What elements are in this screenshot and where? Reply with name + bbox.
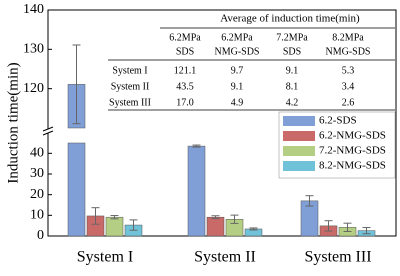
bar (67, 142, 86, 237)
table-cell: 3.4 (342, 81, 355, 92)
table-cell: 2.6 (342, 97, 355, 108)
legend-swatch (283, 161, 315, 171)
table-header: 8.2MPa (332, 32, 364, 43)
table-header: 7.2MPa (276, 32, 308, 43)
table-header: NMG-SDS (214, 46, 259, 57)
x-tick-label: System III (304, 249, 371, 266)
table-row-label: System I (112, 65, 147, 76)
y-tick-label: 10 (30, 208, 44, 223)
y-tick-label: 0 (37, 228, 44, 243)
table-header: NMG-SDS (325, 46, 370, 57)
table-cell: 4.2 (286, 97, 299, 108)
legend-label: 7.2-NMG-SDS (319, 145, 386, 157)
table-cell: 9.1 (286, 65, 299, 76)
table-row-label: System III (109, 97, 151, 108)
axis-break-mark (42, 126, 54, 132)
legend-swatch (283, 131, 315, 141)
table-header: SDS (176, 46, 194, 57)
y-tick-label: 20 (30, 187, 44, 202)
legend-label: 8.2-NMG-SDS (319, 160, 386, 172)
table-cell: 9.7 (231, 65, 244, 76)
table-cell: 43.5 (176, 81, 194, 92)
legend-swatch (283, 146, 315, 156)
table-cell: 4.9 (231, 97, 244, 108)
table-cell: 17.0 (176, 97, 194, 108)
axis-break-mark (42, 130, 54, 136)
table-title: Average of induction time(min) (220, 13, 360, 25)
bar (206, 216, 225, 237)
bar (105, 216, 124, 237)
axis-break-gap (43, 129, 53, 133)
legend-label: 6.2-SDS (319, 115, 357, 127)
table-cell: 8.1 (286, 81, 299, 92)
x-tick-label: System I (77, 249, 133, 266)
table-header: 6.2MPa (221, 32, 253, 43)
y-axis-label: Induction time(min) (5, 62, 21, 183)
table-cell: 121.1 (174, 65, 197, 76)
x-tick-label: System II (194, 249, 256, 266)
y-tick-label: 40 (30, 146, 44, 161)
y-tick-label: 30 (30, 166, 44, 181)
legend-swatch (283, 116, 315, 126)
y-tick-label: 140 (23, 2, 44, 17)
table-header: 6.2MPa (169, 32, 201, 43)
table-cell: 9.1 (231, 81, 244, 92)
table-row-label: System II (111, 81, 150, 92)
y-tick-label: 130 (23, 42, 44, 57)
bar (187, 145, 206, 237)
legend-label: 6.2-NMG-SDS (319, 130, 386, 142)
table-header: SDS (283, 46, 301, 57)
table-cell: 5.3 (342, 65, 355, 76)
y-tick-label: 120 (23, 81, 44, 96)
